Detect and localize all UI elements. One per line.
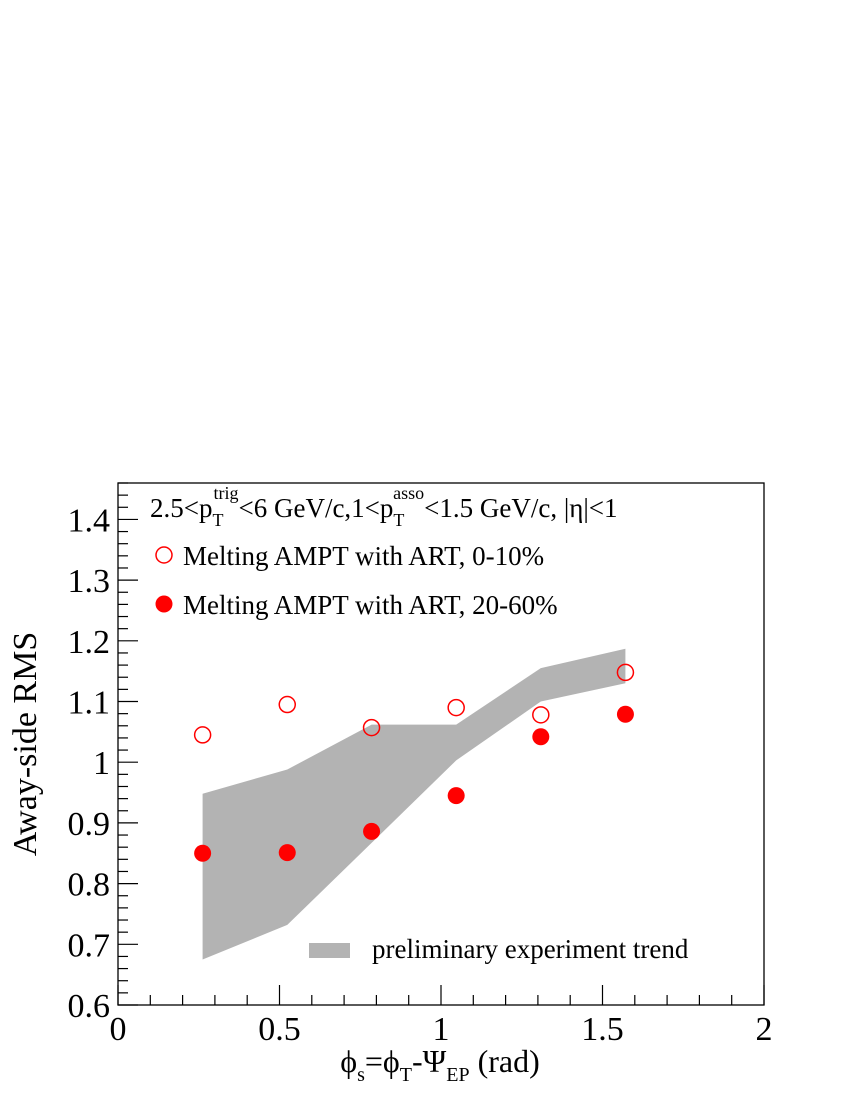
y-tick-labels: 0.6 0.7 0.8 0.9 1 1.1 1.2 1.3 1.4	[68, 502, 111, 1025]
y-tick-label: 1.3	[68, 563, 111, 600]
x-label-unit: (rad)	[470, 1043, 540, 1079]
x-label-psi: -Ψ	[412, 1043, 447, 1079]
axis-ticks	[117, 482, 765, 1006]
filled-circle-point	[278, 844, 296, 862]
open-circle-point	[447, 698, 465, 717]
legend-open-circle-marker	[155, 546, 173, 564]
y-tick-label: 0.6	[68, 988, 111, 1025]
annotation-prefix: 2.5<p	[150, 493, 212, 523]
open-circle-point	[532, 706, 550, 724]
x-label-sub-s: s	[357, 1064, 365, 1086]
kinematic-annotation: 2.5<pTtrig<6 GeV/c,1<pTasso<1.5 GeV/c, |…	[150, 483, 618, 530]
x-tick-labels: 0 0.5 1 1.5 2	[110, 1011, 773, 1048]
y-tick-label: 0.8	[68, 867, 111, 904]
y-tick-label: 0.7	[68, 927, 111, 964]
x-tick-label: 1	[433, 1011, 450, 1048]
y-axis-label: Away-side RMS	[7, 632, 44, 857]
experiment-band	[202, 648, 626, 960]
annotation-sub1: T	[212, 510, 223, 530]
y-tick-label: 1.2	[68, 624, 111, 661]
annotation-sup1: trig	[213, 483, 238, 503]
annotation-sup2: asso	[393, 483, 424, 503]
x-label-phi: ϕ	[340, 1043, 357, 1079]
open-circle-point	[362, 718, 381, 737]
filled-circle-point	[447, 787, 465, 805]
open-circle-point	[193, 726, 212, 744]
legend: Melting AMPT with ART, 0-10% Melting AMP…	[155, 541, 689, 964]
open-circle-point	[616, 663, 635, 682]
annotation-suffix: <1.5 GeV/c, |η|<1	[424, 493, 617, 523]
filled-circle-point	[616, 705, 634, 723]
x-tick-label: 0.5	[258, 1011, 301, 1048]
legend-label-20-60: Melting AMPT with ART, 20-60%	[183, 590, 558, 620]
x-tick-label: 0	[110, 1011, 127, 1048]
legend-label-band: preliminary experiment trend	[372, 934, 689, 964]
x-tick-label: 2	[756, 1011, 773, 1048]
x-label-sub-t: T	[400, 1064, 412, 1086]
y-tick-label: 1.1	[68, 685, 111, 722]
x-label-sub-ep: EP	[446, 1064, 469, 1086]
filled-circle-point	[363, 822, 381, 840]
filled-circle-point	[194, 844, 212, 862]
data-markers	[193, 663, 635, 862]
open-circle-point	[278, 695, 297, 714]
x-label-eq-phi: =ϕ	[365, 1043, 400, 1079]
filled-circle-point	[532, 728, 550, 746]
y-tick-label: 1	[93, 745, 110, 782]
annotation-sub2: T	[393, 510, 404, 530]
legend-label-0-10: Melting AMPT with ART, 0-10%	[183, 541, 544, 571]
x-tick-label: 1.5	[581, 1011, 624, 1048]
x-axis-label: ϕs=ϕT-ΨEP (rad)	[340, 1043, 540, 1086]
legend-band-swatch	[309, 943, 350, 958]
y-tick-label: 0.9	[68, 806, 111, 843]
annotation-mid: <6 GeV/c,1<p	[238, 493, 393, 523]
y-tick-label: 1.4	[68, 502, 111, 539]
legend-filled-circle-marker	[155, 595, 173, 613]
